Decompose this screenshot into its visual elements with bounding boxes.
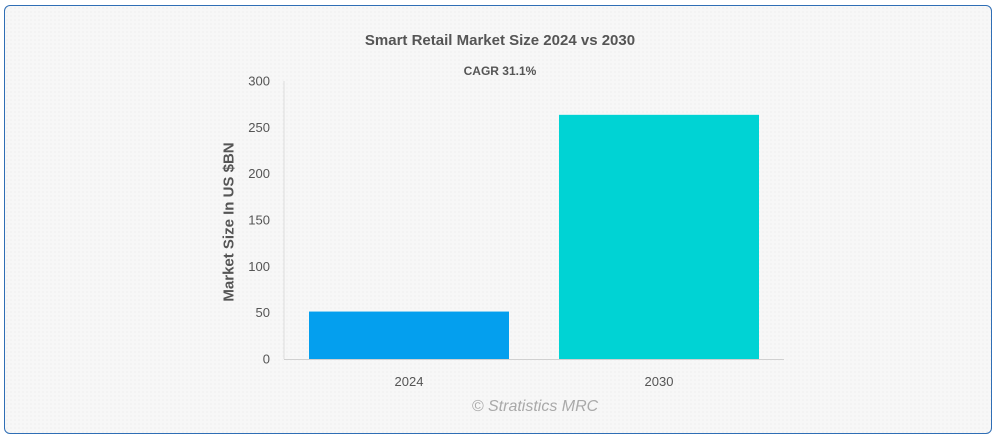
x-axis-ticks: 2024 2030 — [395, 374, 674, 389]
bar-2030[interactable] — [559, 114, 759, 359]
y-axis-ticks: 0 50 100 150 200 250 300 — [248, 74, 270, 367]
bars — [309, 114, 759, 359]
y-tick-label: 150 — [248, 213, 270, 228]
y-tick-label: 300 — [248, 74, 270, 89]
chart-frame — [4, 5, 992, 434]
chart-title: Smart Retail Market Size 2024 vs 2030 — [364, 32, 636, 49]
x-tick-label: 2024 — [395, 374, 424, 389]
y-tick-label: 50 — [256, 305, 270, 320]
y-tick-label: 0 — [263, 352, 270, 367]
x-tick-label: 2030 — [645, 374, 674, 389]
chart-subtitle: CAGR 31.1% — [463, 64, 537, 78]
y-tick-label: 250 — [248, 120, 270, 135]
bar-2024[interactable] — [309, 311, 509, 359]
y-tick-label: 100 — [248, 259, 270, 274]
watermark: © Stratistics MRC — [471, 398, 599, 415]
y-tick-label: 200 — [248, 166, 270, 181]
